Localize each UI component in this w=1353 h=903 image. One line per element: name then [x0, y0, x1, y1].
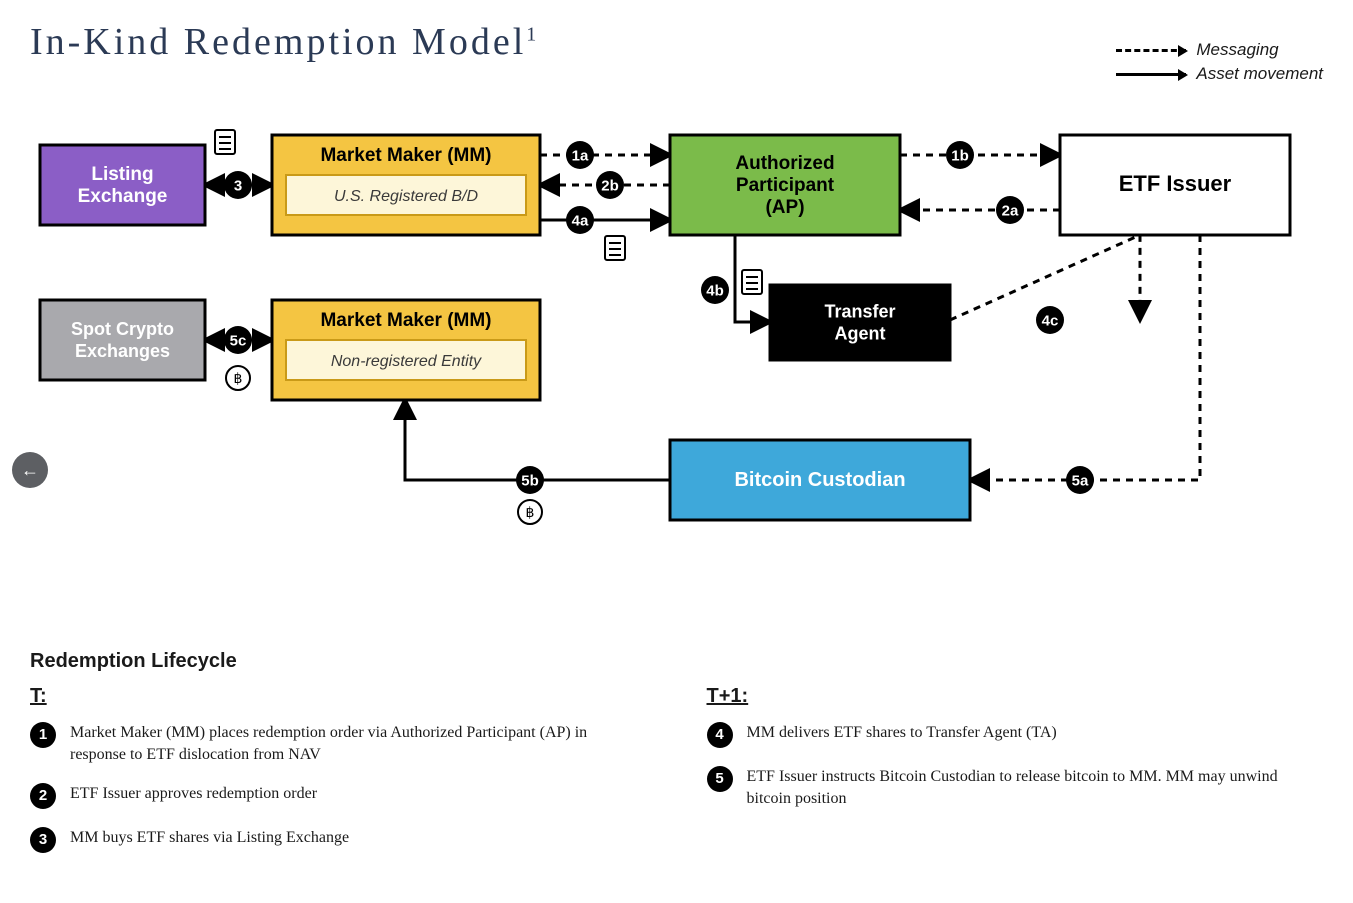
- document-icon: [215, 130, 235, 154]
- svg-text:1b: 1b: [951, 148, 969, 165]
- lifecycle-col-t1: T+1: 4 MM delivers ETF shares to Transfer…: [707, 679, 1324, 871]
- lifecycle-step: 2 ETF Issuer approves redemption order: [30, 783, 647, 809]
- lifecycle-step: 1 Market Maker (MM) places redemption ord…: [30, 722, 647, 765]
- svg-text:5a: 5a: [1072, 473, 1089, 490]
- svg-text:2a: 2a: [1002, 203, 1019, 220]
- step-badge-5a: 5a: [1066, 466, 1094, 494]
- step-text: MM delivers ETF shares to Transfer Agent…: [747, 722, 1057, 748]
- svg-text:3: 3: [234, 178, 242, 195]
- node-ap: AuthorizedParticipant(AP): [670, 135, 900, 235]
- step-number-badge: 2: [30, 783, 56, 809]
- svg-text:฿: ฿: [526, 504, 535, 520]
- step-text: Market Maker (MM) places redemption orde…: [70, 722, 647, 765]
- lifecycle-t1-label: T+1:: [707, 685, 1324, 708]
- svg-text:5c: 5c: [230, 333, 247, 350]
- svg-text:(AP): (AP): [765, 197, 804, 218]
- svg-text:5b: 5b: [521, 473, 539, 490]
- step-badge-2a: 2a: [996, 196, 1024, 224]
- flow-diagram: ListingExchange Spot CryptoExchanges Marke…: [0, 0, 1353, 560]
- node-ta: TransferAgent: [770, 285, 950, 360]
- step-text: ETF Issuer approves redemption order: [70, 783, 317, 809]
- svg-text:Authorized: Authorized: [735, 153, 834, 174]
- svg-text:Participant: Participant: [736, 175, 835, 196]
- prev-slide-button[interactable]: ←: [12, 452, 48, 488]
- node-listing: ListingExchange: [40, 145, 205, 225]
- lifecycle-t-label: T:: [30, 685, 647, 708]
- document-icon: [742, 270, 762, 294]
- lifecycle-heading: Redemption Lifecycle: [30, 650, 1323, 673]
- svg-text:2b: 2b: [601, 178, 619, 195]
- bitcoin-icon: ฿: [518, 500, 542, 524]
- step-badge-4b: 4b: [701, 276, 729, 304]
- svg-text:Spot Crypto: Spot Crypto: [71, 319, 174, 339]
- lifecycle-col-t: T: 1 Market Maker (MM) places redemption …: [30, 679, 647, 871]
- edge-5a: [970, 235, 1200, 480]
- document-icon: [605, 236, 625, 260]
- step-badge-1b: 1b: [946, 141, 974, 169]
- svg-text:Listing: Listing: [91, 164, 153, 185]
- step-number-badge: 5: [707, 766, 733, 792]
- svg-text:4a: 4a: [572, 213, 589, 230]
- node-custodian: Bitcoin Custodian: [670, 440, 970, 520]
- node-mm1: Market Maker (MM) U.S. Registered B/D: [272, 135, 540, 235]
- lifecycle-step: 4 MM delivers ETF shares to Transfer Agen…: [707, 722, 1324, 748]
- node-issuer: ETF Issuer: [1060, 135, 1290, 235]
- lifecycle-step: 5 ETF Issuer instructs Bitcoin Custodian …: [707, 766, 1324, 809]
- lifecycle-step: 3 MM buys ETF shares via Listing Exchange: [30, 827, 647, 853]
- node-mm2: Market Maker (MM) Non-registered Entity: [272, 300, 540, 400]
- arrow-left-icon: ←: [21, 460, 39, 481]
- svg-text:Market Maker (MM): Market Maker (MM): [320, 145, 491, 166]
- step-badge-2b: 2b: [596, 171, 624, 199]
- step-badge-1a: 1a: [566, 141, 594, 169]
- svg-text:Bitcoin Custodian: Bitcoin Custodian: [734, 469, 905, 491]
- step-badge-4c: 4c: [1036, 306, 1064, 334]
- step-badge-5b: 5b: [516, 466, 544, 494]
- step-text: ETF Issuer instructs Bitcoin Custodian t…: [747, 766, 1324, 809]
- svg-text:฿: ฿: [234, 370, 243, 386]
- svg-text:Market Maker (MM): Market Maker (MM): [320, 310, 491, 331]
- svg-text:1a: 1a: [572, 148, 589, 165]
- step-badge-3: 3: [224, 171, 252, 199]
- step-number-badge: 1: [30, 722, 56, 748]
- svg-text:Transfer: Transfer: [824, 302, 895, 322]
- lifecycle-section: Redemption Lifecycle T: 1 Market Maker (M…: [30, 650, 1323, 871]
- edge-5b: [405, 400, 670, 480]
- step-badge-4a: 4a: [566, 206, 594, 234]
- svg-text:U.S. Registered B/D: U.S. Registered B/D: [334, 188, 479, 205]
- svg-text:Agent: Agent: [835, 324, 886, 344]
- svg-text:Exchange: Exchange: [78, 186, 168, 207]
- bitcoin-icon: ฿: [226, 366, 250, 390]
- svg-text:ETF Issuer: ETF Issuer: [1119, 171, 1232, 196]
- step-number-badge: 4: [707, 722, 733, 748]
- step-number-badge: 3: [30, 827, 56, 853]
- step-badge-5c: 5c: [224, 326, 252, 354]
- page: In-Kind Redemption Model1 Messaging Asse…: [0, 0, 1353, 903]
- node-spot: Spot CryptoExchanges: [40, 300, 205, 380]
- svg-text:Exchanges: Exchanges: [75, 341, 170, 361]
- step-text: MM buys ETF shares via Listing Exchange: [70, 827, 349, 853]
- svg-text:4c: 4c: [1042, 313, 1059, 330]
- svg-text:4b: 4b: [706, 283, 724, 300]
- svg-text:Non-registered Entity: Non-registered Entity: [331, 353, 482, 370]
